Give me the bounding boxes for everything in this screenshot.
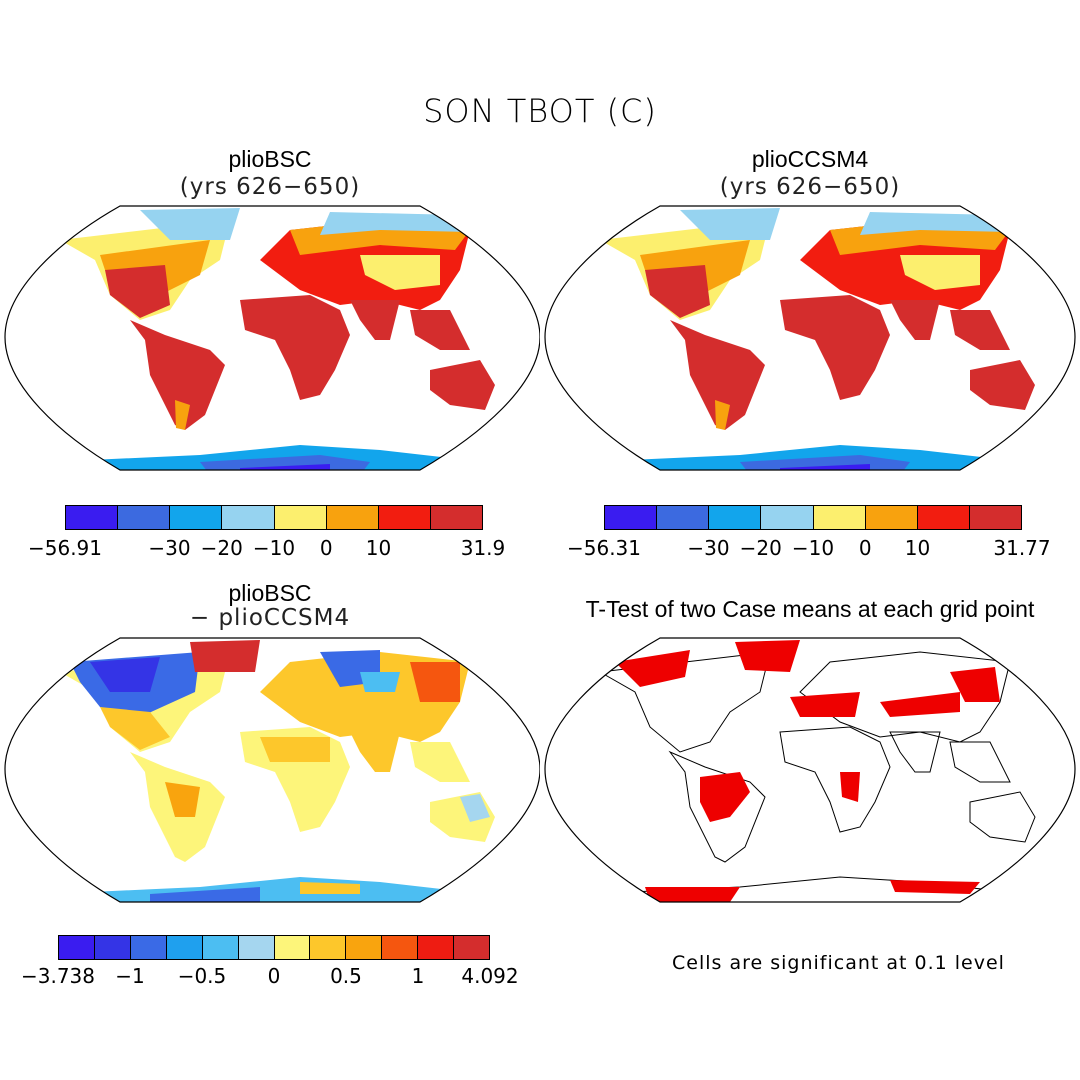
map-difference bbox=[0, 632, 545, 910]
colorbar-tick-label: −1 bbox=[115, 964, 145, 988]
colorbar-swatch bbox=[130, 936, 167, 959]
colorbar-3 bbox=[58, 935, 490, 960]
africa-land bbox=[240, 295, 350, 400]
colorbar-tick-label: 0.5 bbox=[330, 964, 362, 988]
colorbar-1-labels: −56.91 −30 −20 −10 0 10 31.9 bbox=[28, 536, 505, 560]
colorbar-swatch bbox=[166, 936, 203, 959]
colorbar-swatch bbox=[865, 506, 918, 529]
colorbar-tick-label: −30 bbox=[687, 536, 730, 560]
colorbar-swatch bbox=[222, 506, 275, 529]
colorbar-tick-label: 10 bbox=[365, 536, 392, 560]
map-pliocssm4 bbox=[540, 200, 1080, 480]
colorbar-tick-label: 4.092 bbox=[461, 964, 519, 988]
colorbar-swatch bbox=[378, 506, 431, 529]
colorbar-swatch bbox=[813, 506, 866, 529]
colorbar-tick-label: 1 bbox=[411, 964, 425, 988]
significance-note: Cells are significant at 0.1 level bbox=[672, 952, 1005, 974]
panel1-title: plioBSC bbox=[228, 146, 312, 172]
colorbar-3-labels: −3.738 −1 −0.5 0 0.5 1 4.092 bbox=[21, 964, 519, 988]
panel2-subtitle: (yrs 626−650) bbox=[719, 174, 901, 200]
colorbar-swatch bbox=[310, 936, 347, 959]
colorbar-tick-label: 31.77 bbox=[993, 536, 1051, 560]
australia-land bbox=[430, 360, 495, 410]
colorbar-tick-label: −56.31 bbox=[566, 536, 642, 560]
colorbar-swatch bbox=[382, 936, 419, 959]
colorbar-swatch bbox=[202, 936, 239, 959]
colorbar-tick-label: −10 bbox=[252, 536, 296, 560]
panel3-subtitle: − plioCCSM4 bbox=[189, 605, 351, 631]
colorbar-tick-label: 0 bbox=[267, 964, 281, 988]
colorbar-tick-label: −10 bbox=[791, 536, 835, 560]
colorbar-swatch bbox=[605, 506, 658, 529]
colorbar-tick-label: −56.91 bbox=[27, 536, 103, 560]
colorbar-swatch bbox=[430, 506, 482, 529]
panel3-title: plioBSC bbox=[228, 580, 312, 606]
colorbar-swatch bbox=[170, 506, 223, 529]
colorbar-tick-label: −3.738 bbox=[20, 964, 96, 988]
panel2-title: plioCCSM4 bbox=[751, 146, 869, 172]
map-pliobsc bbox=[0, 200, 545, 480]
colorbar-swatch bbox=[326, 506, 379, 529]
colorbar-tick-label: −0.5 bbox=[177, 964, 227, 988]
colorbar-tick-label: 0 bbox=[858, 536, 872, 560]
colorbar-swatch bbox=[66, 506, 119, 529]
colorbar-tick-label: 10 bbox=[904, 536, 931, 560]
colorbar-swatch bbox=[709, 506, 762, 529]
colorbar-swatch bbox=[454, 936, 490, 959]
colorbar-swatch bbox=[59, 936, 95, 959]
colorbar-tick-label: −20 bbox=[200, 536, 243, 560]
significant-cells bbox=[615, 640, 1000, 902]
colorbar-swatch bbox=[917, 506, 970, 529]
colorbar-swatch bbox=[969, 506, 1021, 529]
colorbar-swatch bbox=[118, 506, 171, 529]
colorbar-swatch bbox=[94, 936, 131, 959]
colorbar-tick-label: 0 bbox=[319, 536, 333, 560]
south-america-land bbox=[130, 320, 225, 430]
panel4-title: T-Test of two Case means at each grid po… bbox=[585, 596, 1035, 622]
colorbar-tick-label: −30 bbox=[148, 536, 191, 560]
panel1-subtitle: (yrs 626−650) bbox=[179, 174, 361, 200]
colorbar-2 bbox=[604, 505, 1022, 530]
colorbar-swatch bbox=[238, 936, 275, 959]
colorbar-swatch bbox=[657, 506, 710, 529]
colorbar-2-labels: −56.31 −30 −20 −10 0 10 31.77 bbox=[567, 536, 1051, 560]
colorbar-1 bbox=[65, 505, 483, 530]
colorbar-swatch bbox=[346, 936, 383, 959]
colorbar-swatch bbox=[274, 506, 327, 529]
figure-title: SON TBOT (C) bbox=[423, 92, 657, 130]
colorbar-swatch bbox=[274, 936, 311, 959]
colorbar-swatch bbox=[761, 506, 814, 529]
colorbar-tick-label: 31.9 bbox=[460, 536, 506, 560]
colorbar-tick-label: −20 bbox=[739, 536, 782, 560]
map-ttest bbox=[540, 632, 1080, 910]
colorbar-swatch bbox=[418, 936, 455, 959]
